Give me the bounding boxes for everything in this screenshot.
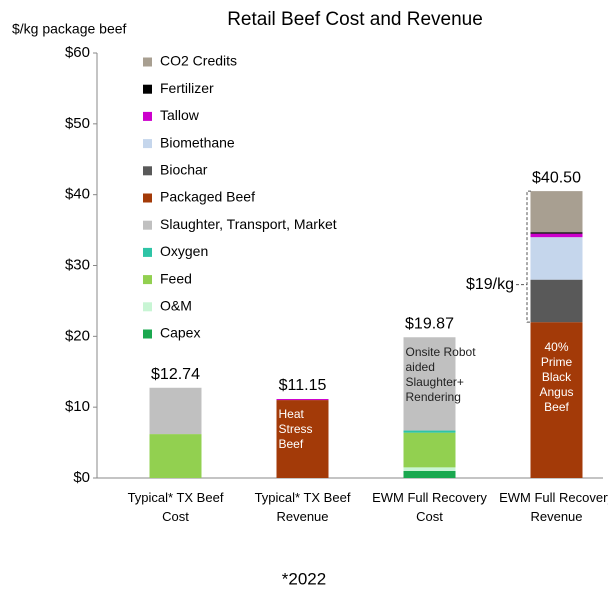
legend-label: Packaged Beef	[160, 189, 255, 205]
bar-segment	[403, 470, 456, 478]
total-label: $11.15	[279, 377, 327, 394]
x-tick-label: EWM Full Recovery Revenue	[499, 490, 608, 524]
bar-segment	[530, 191, 583, 233]
y-tick-label: $40	[65, 186, 90, 203]
chart-title: Retail Beef Cost and Revenue	[227, 9, 483, 30]
y-tick-label: $10	[65, 398, 90, 415]
bar-segment	[403, 432, 456, 468]
bar-segment	[403, 337, 456, 431]
bar-segment	[530, 237, 583, 280]
x-tick-label: Typical* TX Beef Cost	[127, 490, 224, 524]
bar-segment	[149, 387, 202, 435]
legend-swatch	[143, 193, 152, 203]
legend-label: CO2 Credits	[160, 53, 237, 69]
legend-swatch	[143, 139, 152, 149]
bar-segment	[403, 430, 456, 433]
bar-segment	[530, 233, 583, 238]
y-tick-label: $0	[73, 469, 90, 486]
legend-swatch	[143, 57, 152, 67]
annotation-label: $19/kg	[466, 276, 514, 293]
bar-note: Onsite Robot aided Slaughter+ Rendering	[405, 345, 476, 405]
footnote: *2022	[282, 569, 326, 588]
legend-swatch	[143, 220, 152, 230]
legend-label: Oxygen	[160, 243, 208, 259]
legend-label: Capex	[160, 325, 200, 341]
legend-label: Biochar	[160, 162, 208, 178]
legend-swatch	[143, 329, 152, 339]
legend-label: Slaughter, Transport, Market	[160, 216, 337, 232]
bar-segment	[530, 232, 583, 234]
bar-segment	[530, 279, 583, 323]
legend-swatch	[143, 302, 152, 312]
total-label: $40.50	[532, 169, 581, 186]
bar-segment	[149, 434, 202, 478]
y-tick-label: $20	[65, 327, 90, 344]
legend-label: O&M	[160, 298, 192, 314]
legend-swatch	[143, 166, 152, 176]
x-tick-label: EWM Full Recovery Cost	[372, 490, 487, 524]
annotation-bracket	[526, 190, 531, 323]
legend-label: Biomethane	[160, 134, 235, 150]
total-label: $12.74	[151, 366, 200, 383]
legend-label: Tallow	[160, 107, 200, 123]
x-tick-label: Typical* TX Beef Revenue	[254, 490, 351, 524]
legend-label: Fertilizer	[160, 80, 214, 96]
legend-swatch	[143, 84, 152, 94]
bar-segment	[276, 399, 329, 401]
legend-swatch	[143, 111, 152, 121]
y-tick-label: $30	[65, 256, 90, 273]
bar-segment	[530, 322, 583, 478]
y-tick-label: $60	[65, 44, 90, 61]
bar-note: Heat Stress Beef	[278, 407, 313, 452]
y-axis-label: $/kg package beef	[12, 21, 127, 37]
total-label: $19.87	[405, 315, 454, 332]
bar-note: 40% Prime Black Angus Beef	[539, 340, 574, 415]
bar-segment	[403, 467, 456, 471]
legend-swatch	[143, 247, 152, 257]
legend-label: Feed	[160, 270, 192, 286]
bar-segment	[276, 400, 329, 478]
legend-swatch	[143, 275, 152, 285]
y-tick-label: $50	[65, 115, 90, 132]
